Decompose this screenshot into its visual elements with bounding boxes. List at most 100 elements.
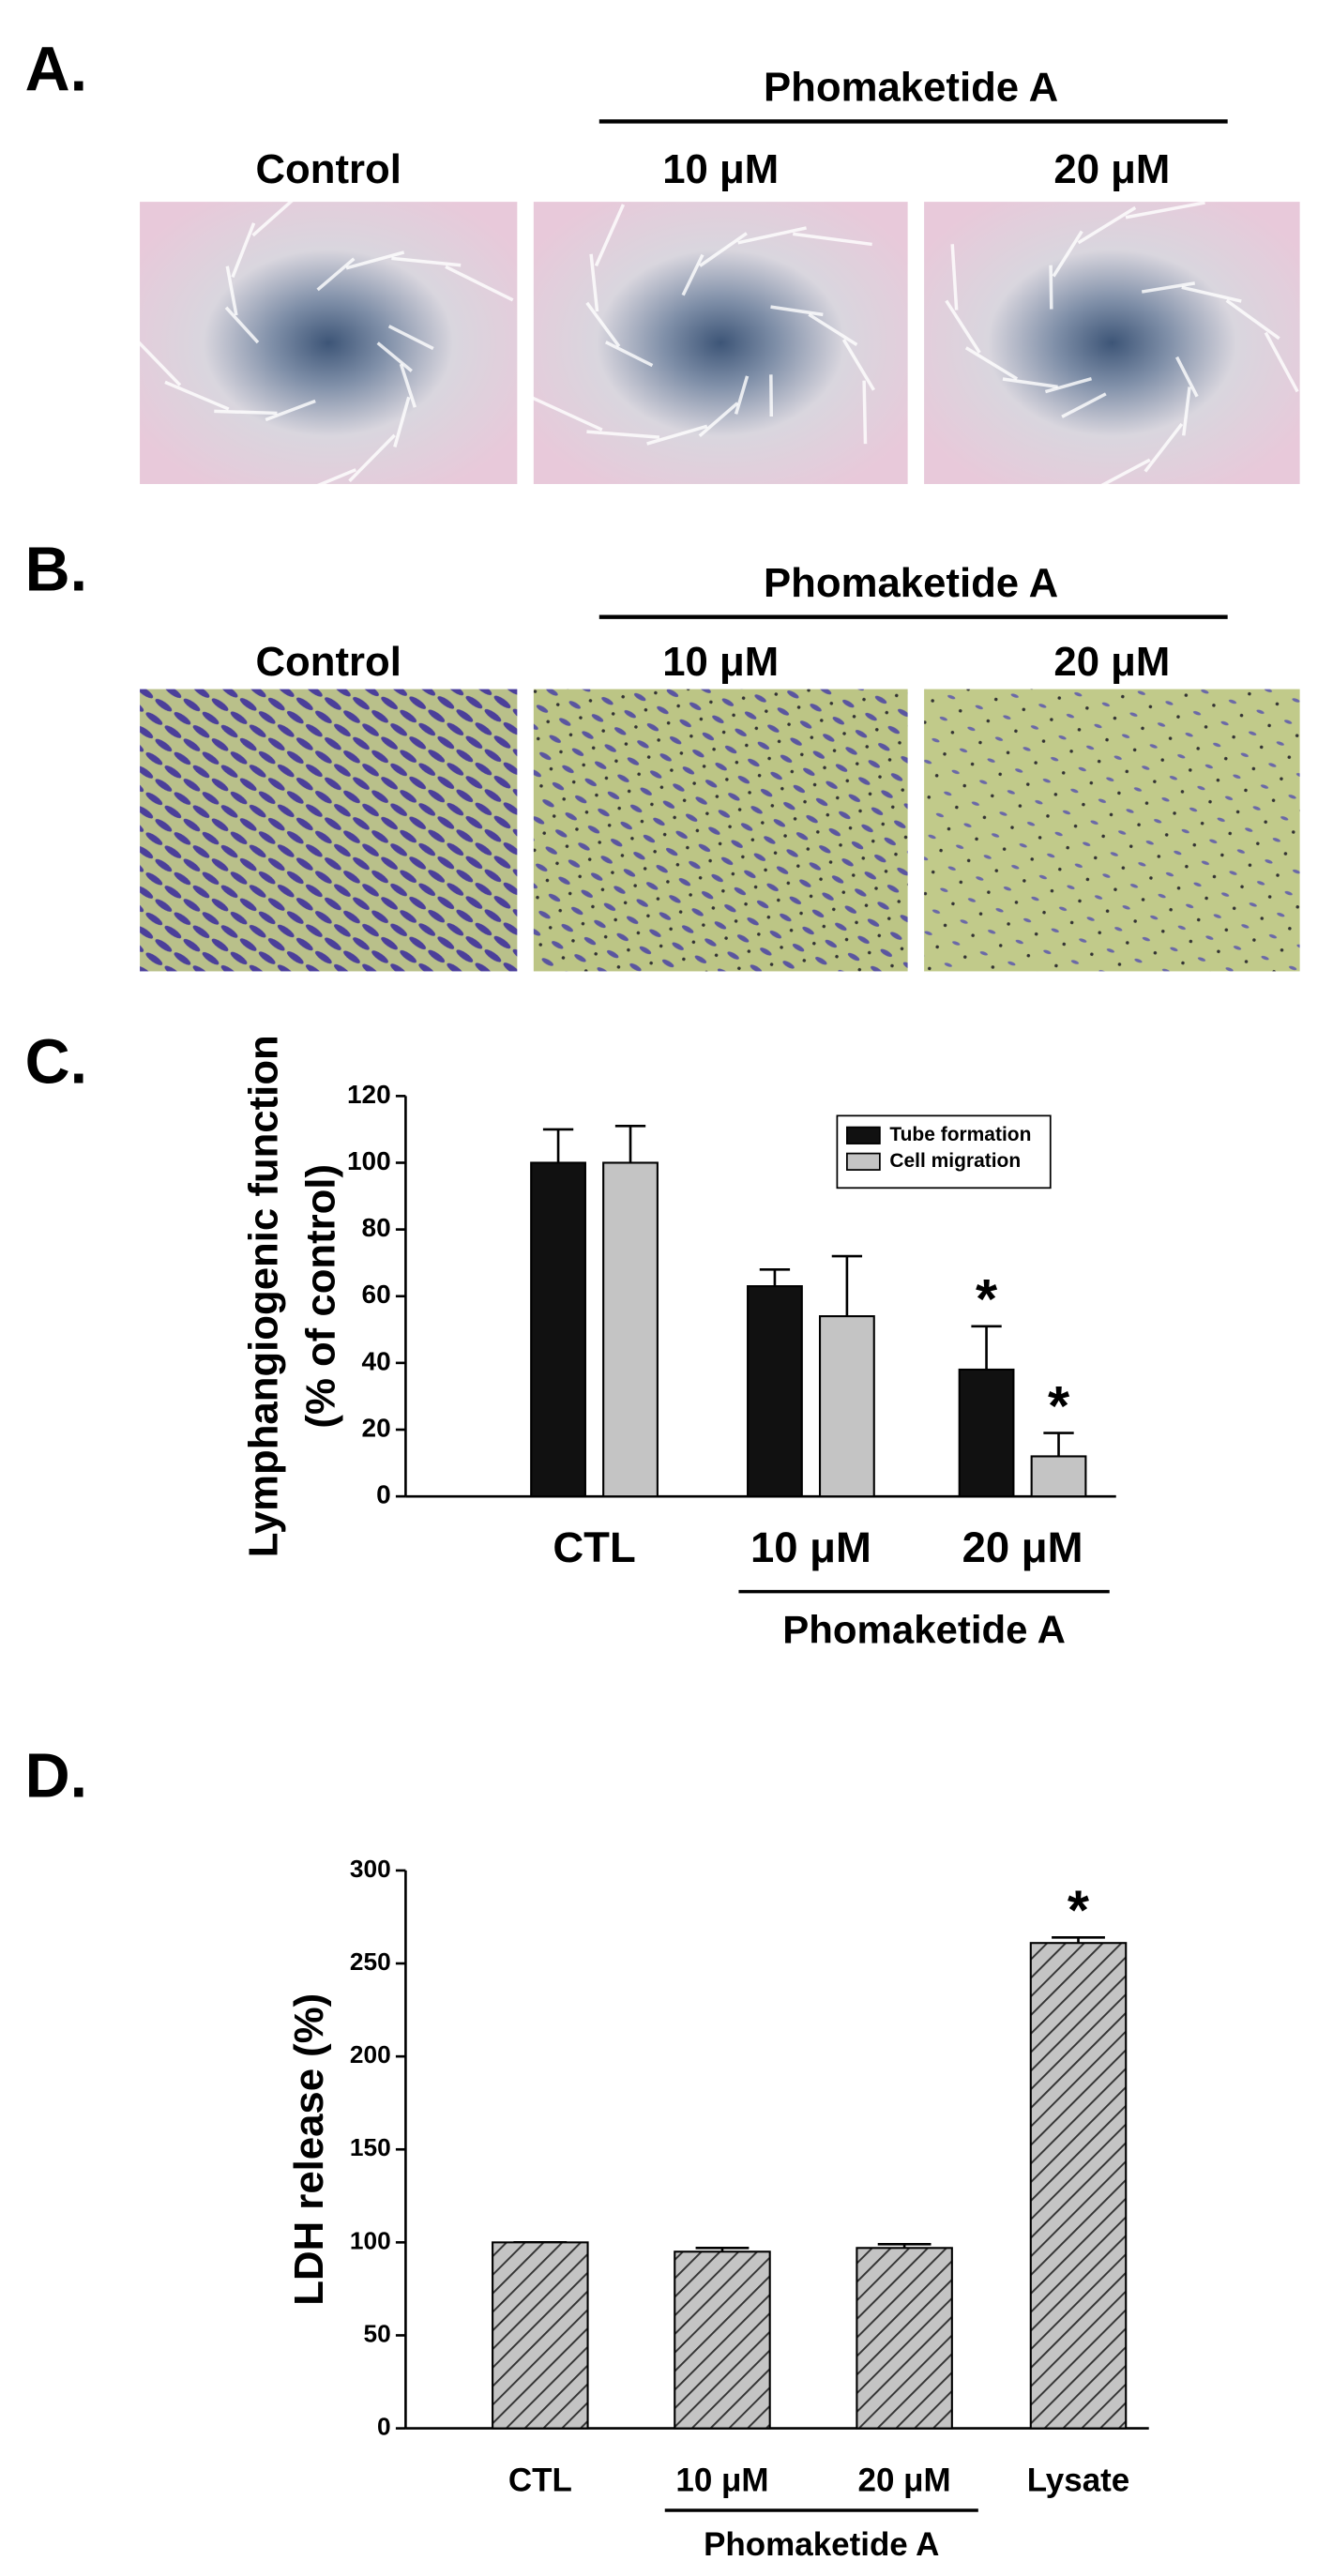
cell-network [793,232,872,247]
x-tick-label: 10 μM [675,2462,768,2499]
y-tick-label: 150 [350,2133,391,2161]
cell-network [1144,422,1184,473]
bar [1029,1942,1128,2430]
cell-network [316,257,356,292]
cell-network [698,402,739,438]
cell-network [1174,356,1199,398]
bar [747,1285,803,1498]
y-tick-label: 120 [347,1080,391,1109]
cell-network [251,186,309,237]
cell-network [681,253,704,296]
cell-network [699,232,748,267]
bar [602,1161,659,1498]
micrograph [924,689,1300,972]
y-tick-label: 100 [350,2226,391,2254]
image-label: 20 μM [1053,146,1170,192]
cell-network [129,332,182,386]
cell-network [1181,285,1242,303]
micrograph [924,202,1300,484]
cell-network [605,341,654,368]
y-tick-label: 60 [362,1280,391,1309]
significance: * [1048,1374,1070,1437]
cell-network [345,250,405,270]
cell-network [1181,386,1191,436]
cell-network [391,256,462,267]
cell-network [1083,458,1151,497]
micrograph [140,689,518,972]
panel-label: A. [25,35,87,104]
y-tick-label: 0 [377,2413,391,2441]
cell-network [265,399,316,422]
cell-network [1125,201,1205,220]
cell-network [387,325,434,351]
cell-network [1061,392,1107,418]
x-tick-label: 20 μM [858,2462,951,2499]
cell-network [529,395,603,432]
x-tick-label: CTL [553,1523,635,1571]
micrograph [533,689,908,972]
cell-network [376,341,413,372]
cell-network [224,306,260,344]
cell-network [950,244,959,311]
image-label: Control [255,146,401,192]
group-label: Phomaketide A [704,2526,939,2563]
y-tick-label: 80 [362,1213,391,1242]
cell-network [348,433,396,483]
panel-label: B. [25,536,87,605]
cell-network [586,430,660,439]
cell-network [589,253,599,312]
y-tick-label: 300 [350,1855,391,1883]
cell-network [585,301,621,348]
cell-network [214,409,278,416]
image-label: 10 μM [662,639,779,685]
y-tick-label: 100 [347,1146,391,1175]
group-label: Phomaketide A [764,560,1058,606]
y-axis-label: (% of control) [297,1164,343,1429]
y-tick-label: 50 [363,2319,390,2347]
cell-network [1002,377,1058,389]
cell-network [164,380,230,411]
y-tick-label: 20 [362,1413,391,1442]
image-label: 20 μM [1053,639,1170,685]
x-tick-label: CTL [508,2462,572,2499]
bar [958,1368,1015,1498]
legend-swatch [846,1152,881,1171]
cell-network [445,265,514,302]
legend-label: Cell migration [889,1150,1021,1172]
y-axis-label: LDH release (%) [286,1993,332,2306]
bar [530,1161,586,1498]
panel-label: D. [25,1741,87,1811]
cell-network [1049,265,1053,310]
legend-swatch [846,1126,881,1144]
significance: * [1068,1878,1090,1941]
cell-network [808,312,858,346]
cell-network [964,346,1019,381]
cell-network [1052,230,1083,278]
group-label: Phomaketide A [782,1607,1066,1651]
y-axis-label: Lymphangiogenic function [240,1035,286,1557]
x-tick-label: Lysate [1027,2462,1130,2499]
y-tick-label: 0 [376,1480,391,1509]
bar [492,2241,589,2430]
y-tick-label: 200 [350,2040,391,2068]
cell-network [399,363,417,408]
image-label: Control [255,639,401,685]
panel-label: C. [25,1027,87,1097]
cell-network [646,424,708,446]
bar [1030,1455,1087,1498]
cell-network [841,339,875,391]
cell-network [1264,331,1299,393]
bar [674,2250,771,2430]
significance: * [976,1267,998,1330]
cell-network [393,396,411,448]
bar [818,1315,875,1498]
cell-network [1044,377,1093,394]
x-tick-label: 10 μM [750,1523,871,1571]
cell-network [862,380,868,445]
image-label: 10 μM [662,146,779,192]
legend-label: Tube formation [889,1124,1031,1145]
cell-network [594,204,626,267]
cell-network [281,468,357,502]
